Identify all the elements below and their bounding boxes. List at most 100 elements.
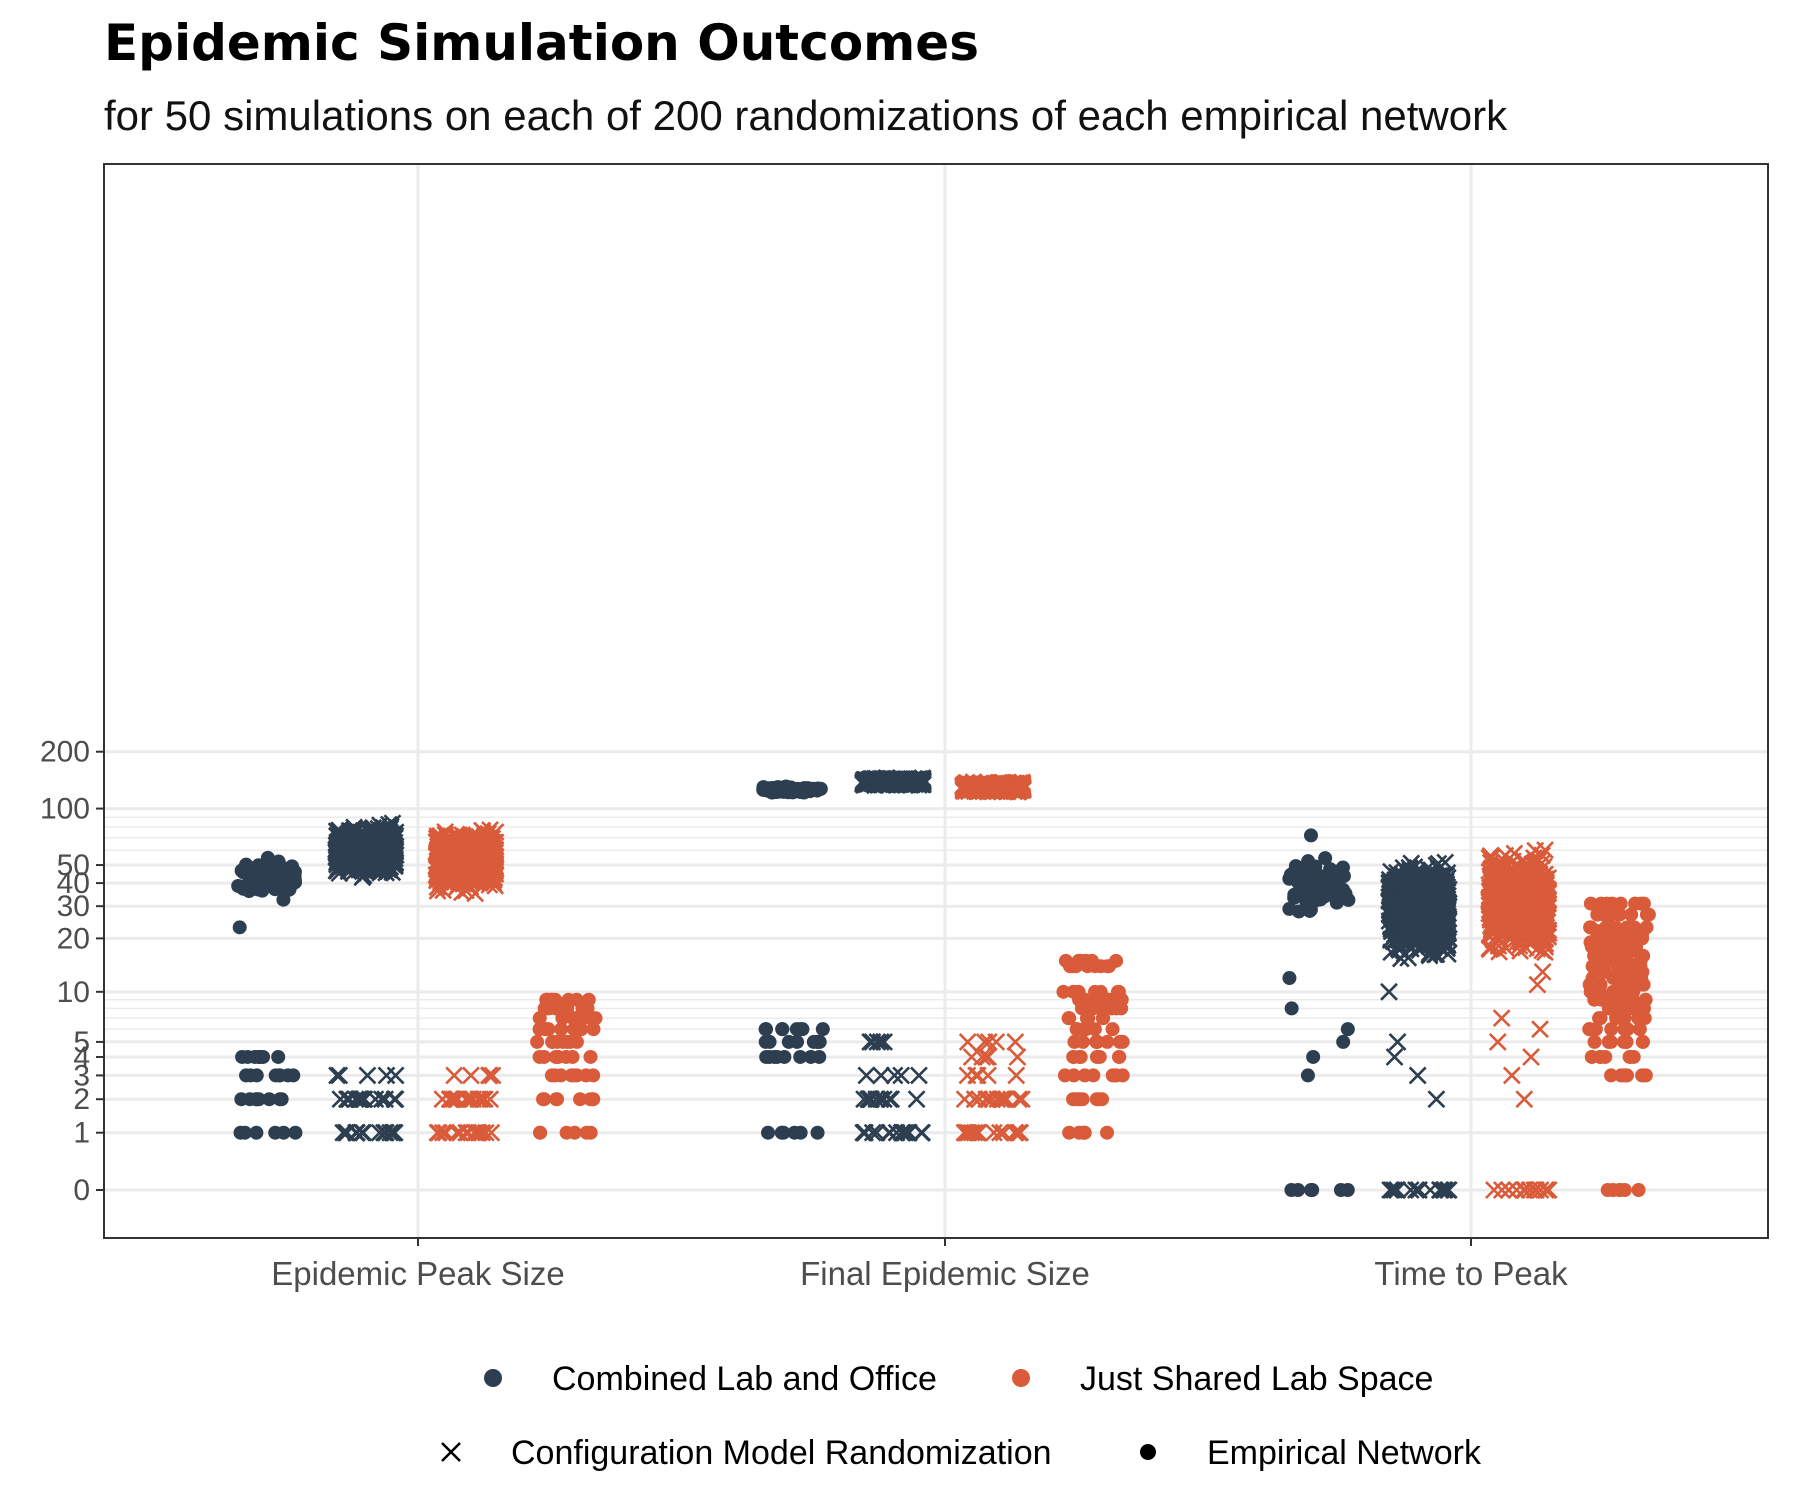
randomization-point xyxy=(1388,872,1407,891)
randomization-point xyxy=(379,826,398,845)
empirical-point xyxy=(280,1068,295,1083)
empirical-point xyxy=(787,1125,802,1140)
empirical-point xyxy=(1638,992,1653,1007)
empirical-point xyxy=(1584,1049,1599,1064)
empirical-point xyxy=(544,1068,559,1083)
randomization-point xyxy=(1380,982,1398,1001)
randomization-point xyxy=(1438,929,1457,948)
randomization-point xyxy=(1536,870,1555,889)
empirical-point xyxy=(770,1049,785,1064)
empirical-point xyxy=(536,1092,551,1107)
randomization-point xyxy=(884,774,903,793)
randomization-point xyxy=(899,1123,918,1142)
randomization-point xyxy=(874,1090,893,1109)
randomization-point xyxy=(351,855,370,874)
randomization-point xyxy=(438,853,457,871)
randomization-point xyxy=(1492,877,1511,896)
empirical-point xyxy=(268,1068,283,1083)
empirical-point xyxy=(1071,984,1086,999)
randomization-point xyxy=(483,1066,502,1085)
empirical-point xyxy=(1303,863,1318,878)
randomization-point xyxy=(471,1090,490,1109)
randomization-point xyxy=(354,1123,373,1142)
empirical-point xyxy=(1282,971,1297,986)
empirical-point xyxy=(548,1049,563,1064)
empirical-point xyxy=(583,1049,598,1064)
randomization-point xyxy=(1007,1066,1026,1085)
empirical-point xyxy=(1105,1022,1120,1037)
randomization-point xyxy=(1384,893,1403,911)
randomization-point xyxy=(1492,849,1511,868)
grid-lines xyxy=(104,164,1768,1238)
randomization-point xyxy=(379,834,398,853)
randomization-point xyxy=(1407,931,1426,950)
empirical-point xyxy=(232,920,247,935)
randomization-point xyxy=(964,779,983,798)
randomization-point xyxy=(1495,860,1514,879)
randomization-point xyxy=(448,1090,467,1109)
empirical-point xyxy=(1077,1068,1092,1083)
randomization-point xyxy=(1434,1181,1453,1199)
randomization-point xyxy=(1505,844,1524,863)
empirical-point xyxy=(586,1092,601,1107)
randomization-point xyxy=(1501,912,1520,930)
randomization-point xyxy=(1531,1020,1549,1039)
randomization-point xyxy=(1515,923,1533,941)
randomization-point xyxy=(913,775,932,794)
empirical-point xyxy=(1308,893,1323,908)
empirical-point xyxy=(1337,889,1352,904)
chart-title: Epidemic Simulation Outcomes xyxy=(104,14,979,72)
randomization-point xyxy=(1492,1181,1511,1199)
randomization-point xyxy=(428,1123,447,1142)
empirical-point xyxy=(1631,1183,1646,1197)
randomization-point xyxy=(1488,1033,1507,1051)
randomization-point xyxy=(968,1123,987,1142)
randomization-point xyxy=(376,845,395,864)
empirical-point xyxy=(274,1092,289,1107)
randomization-point xyxy=(482,1123,501,1142)
randomization-point xyxy=(1425,887,1444,906)
empirical-point xyxy=(774,1125,789,1140)
randomization-point xyxy=(965,1090,984,1109)
randomization-point xyxy=(464,858,483,877)
empirical-point xyxy=(233,1125,248,1140)
empirical-point xyxy=(1061,1011,1076,1026)
empirical-point xyxy=(1111,1049,1126,1064)
empirical-point xyxy=(1073,1092,1088,1107)
randomization-point xyxy=(1006,1123,1025,1142)
empirical-point xyxy=(775,1022,790,1037)
randomization-point xyxy=(1010,1090,1028,1109)
randomization-point xyxy=(973,1048,992,1066)
empirical-point xyxy=(255,865,270,880)
empirical-point xyxy=(1087,1022,1102,1037)
empirical-point xyxy=(1284,1001,1299,1016)
randomization-point xyxy=(348,1123,366,1142)
randomization-point xyxy=(868,1033,887,1051)
empirical-point xyxy=(1618,1068,1633,1083)
empirical-point xyxy=(564,1068,579,1083)
empirical-point xyxy=(1110,984,1125,999)
randomization-point xyxy=(467,827,486,846)
empirical-point xyxy=(548,992,563,1007)
randomization-point xyxy=(372,1090,391,1109)
empirical-point xyxy=(1620,1022,1635,1037)
randomization-point xyxy=(1418,922,1437,941)
randomization-point xyxy=(386,1066,405,1085)
randomization-point xyxy=(1419,885,1438,904)
empirical-point xyxy=(554,1022,569,1037)
empirical-point xyxy=(806,1034,821,1049)
empirical-point xyxy=(583,1125,598,1140)
randomization-point xyxy=(1393,906,1412,925)
randomization-point xyxy=(433,1123,452,1142)
randomization-point xyxy=(892,1066,911,1085)
randomization-point xyxy=(958,1066,977,1085)
plot-panel xyxy=(104,164,1768,1238)
randomization-point xyxy=(434,833,453,852)
randomization-point xyxy=(992,1090,1010,1109)
empirical-point xyxy=(285,869,300,884)
randomization-point xyxy=(863,1123,882,1142)
randomization-point xyxy=(1005,777,1024,796)
randomization-point xyxy=(480,1066,499,1085)
empirical-point xyxy=(1623,1049,1638,1064)
